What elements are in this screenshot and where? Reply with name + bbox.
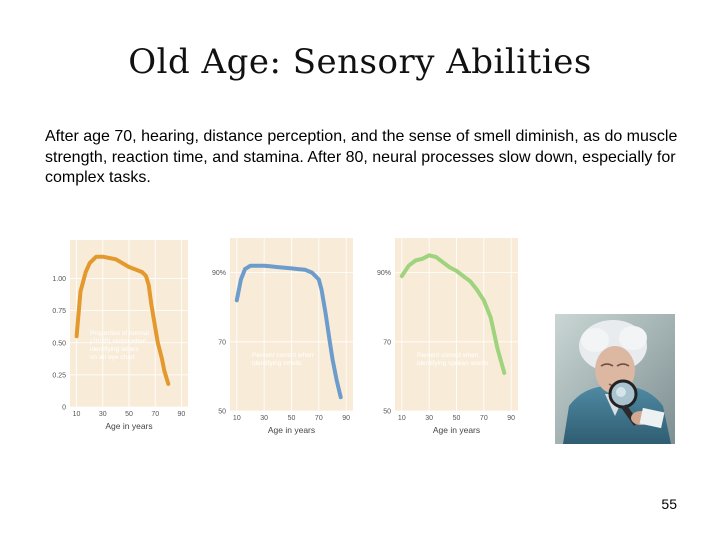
smell-identification-plot: 50 70 90% 10 30 50 70 90 Age in years Percent cor… [212, 238, 353, 435]
x-tick-label: 10 [73, 411, 81, 418]
y-tick-label: 0.75 [52, 308, 66, 315]
annotation-text: Proportion of normal [90, 330, 149, 337]
y-tick-label: 70 [218, 339, 226, 346]
annotation-text: Percent correct when [417, 352, 479, 359]
y-tick-label: 70 [383, 339, 391, 346]
y-tick-label: 50 [218, 409, 226, 416]
x-tick-label: 70 [151, 411, 159, 418]
annotation-text: (20/20) vision when [90, 338, 147, 345]
y-tick-label: 0.25 [52, 372, 66, 379]
x-tick-label: 50 [288, 415, 296, 422]
y-tick-label: 90% [377, 270, 391, 277]
x-tick-label: 10 [398, 415, 406, 422]
x-tick-label: 30 [99, 411, 107, 418]
annotation-text: identifying spoken words [417, 360, 489, 367]
page-number: 55 [661, 496, 677, 512]
x-tick-label: 70 [315, 415, 323, 422]
x-tick-label: 10 [233, 415, 241, 422]
annotation-text: Percent correct when [252, 352, 314, 359]
x-tick-label: 50 [453, 415, 461, 422]
y-tick-label: 0 [62, 405, 66, 412]
x-tick-label: 70 [480, 415, 488, 422]
elderly-woman-magnifying-glass-photo [555, 314, 675, 444]
x-axis-title: Age in years [433, 425, 480, 435]
slide-title: Old Age: Sensory Abilities [128, 42, 592, 82]
series-line [234, 263, 343, 400]
annotation-text: on an eye chart [90, 354, 135, 361]
x-tick-label: 50 [125, 411, 133, 418]
x-tick-label: 30 [260, 415, 268, 422]
x-tick-label: 90 [178, 411, 186, 418]
eye-chart-vision-plot: 0 0.25 0.50 0.75 1.00 10 30 50 70 90 Age in years P… [52, 240, 188, 431]
x-axis-title: Age in years [105, 421, 152, 431]
x-tick-label: 90 [342, 415, 350, 422]
y-tick-label: 50 [383, 409, 391, 416]
annotation-text: identifying smells [252, 360, 302, 367]
y-tick-label: 0.50 [52, 340, 66, 347]
x-tick-label: 30 [425, 415, 433, 422]
slide-body-text: After age 70, hearing, distance percepti… [45, 128, 678, 186]
x-tick-label: 90 [507, 415, 515, 422]
annotation-text: identifying letters [90, 346, 140, 353]
series-line [74, 254, 171, 386]
spoken-words-plot: 50 70 90% 10 30 50 70 90 Age in years Percent cor… [377, 238, 518, 435]
series-line [399, 253, 507, 375]
x-axis-title: Age in years [268, 425, 315, 435]
y-tick-label: 90% [212, 270, 226, 277]
y-tick-label: 1.00 [52, 276, 66, 283]
